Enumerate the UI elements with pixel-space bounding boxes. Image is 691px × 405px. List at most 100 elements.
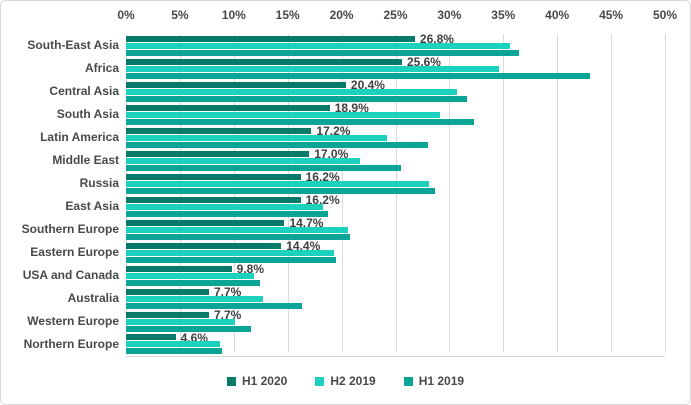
bar-h1-2020-central-asia [126,81,346,88]
bar-h1-2019-usa-and-canada [126,279,260,286]
bar-h1-2019-middle-east [126,164,401,171]
category-row-south-east-asia: 26.8% [126,32,665,57]
bar-h1-2019-northern-europe [126,348,222,355]
bar-h1-2020-east-asia [126,196,301,203]
bar-h2-2019-western-europe [126,318,235,325]
x-axis-tick-label: 10% [221,8,246,22]
x-axis: 0% 5% 10% 15% 20% 25% 30% 35% 40% 45% 50% [117,8,677,24]
category-row-east-asia: 16.2% [126,193,665,218]
bar-h1-2020-australia [126,288,209,295]
bar-h2-2019-south-east-asia [126,42,510,49]
x-axis-tick-label: 50% [652,8,678,22]
bar-h1-2019-australia [126,302,302,309]
bar-h2-2019-australia [126,295,263,302]
category-row-middle-east: 17.0% [126,147,665,172]
legend-item-h1-2020: H1 2020 [226,374,288,388]
category-label-eastern-europe: Eastern Europe [30,245,119,259]
bar-h2-2019-latin-america [126,134,387,141]
category-label-northern-europe: Northern Europe [23,336,119,351]
bar-h2-2019-russia [126,180,429,187]
gridline [611,34,613,352]
bar-h1-2019-central-asia [126,95,467,102]
legend-swatch-h1-2020 [226,376,236,386]
bar-rows: 26.8% 25.6% 20.4% 18.9% 17.2% 17.0% 16.2% 16.2%… [126,32,665,356]
bar-h1-2019-southern-europe [126,233,351,240]
bar-h1-2019-south-asia [126,118,475,125]
bar-h1-2020-southern-europe [126,219,285,226]
category-label-south-asia: South Asia [56,107,119,121]
bar-h2-2019-africa [126,65,499,72]
category-row-africa: 25.6% [126,55,665,80]
category-row-western-europe: 7.7% [126,308,665,333]
legend: H1 2020 H2 2019 H1 2019 [1,374,690,388]
x-axis-tick-label: 25% [383,8,408,22]
bar-h1-2020-south-asia [126,104,330,111]
bar-h2-2019-south-asia [126,111,440,118]
category-row-central-asia: 20.4% [126,78,665,103]
bar-h2-2019-usa-and-canada [126,272,255,279]
legend-swatch-h1-2019 [403,376,413,386]
category-label-south-east-asia: South-East Asia [27,38,119,52]
category-row-australia: 7.7% [126,285,665,310]
bar-h1-2020-africa [126,58,402,65]
category-labels: South-East Asia Africa Central Asia South A… [5,34,119,356]
bar-h1-2019-eastern-europe [126,256,337,263]
category-label-central-asia: Central Asia [49,84,119,98]
category-label-africa: Africa [84,61,119,75]
bar-h1-2019-latin-america [126,141,428,148]
bar-h1-2020-northern-europe [126,334,176,341]
legend-item-h1-2019: H1 2019 [403,374,465,388]
bar-h1-2019-western-europe [126,325,252,332]
bar-h1-2020-russia [126,173,301,180]
category-label-southern-europe: Southern Europe [21,222,119,236]
category-label-middle-east: Middle East [52,153,119,167]
category-label-russia: Russia [79,176,119,190]
bar-h2-2019-northern-europe [126,341,220,348]
category-row-eastern-europe: 14.4% [126,239,665,264]
plot-area: 26.8% 25.6% 20.4% 18.9% 17.2% 17.0% 16.2% 16.2%… [126,32,666,357]
category-row-southern-europe: 14.7% [126,216,665,241]
bar-h1-2020-south-east-asia [126,35,415,42]
x-axis-tick-label: 0% [117,8,135,22]
legend-swatch-h2-2019 [315,376,325,386]
bar-h1-2020-eastern-europe [126,242,282,249]
bar-h2-2019-east-asia [126,203,324,210]
category-label-usa-and-canada: USA and Canada [22,268,119,282]
category-label-latin-america: Latin America [40,130,119,144]
bar-h2-2019-southern-europe [126,226,349,233]
bar-h1-2020-latin-america [126,127,312,134]
bar-h1-2020-middle-east [126,150,310,157]
x-axis-tick-label: 20% [329,8,354,22]
category-row-northern-europe: 4.6% [126,331,665,356]
bar-h2-2019-eastern-europe [126,249,335,256]
category-label-western-europe: Western Europe [27,314,119,328]
legend-label-h1-2020: H1 2020 [241,374,288,388]
legend-label-h1-2019: H1 2019 [418,374,465,388]
category-row-russia: 16.2% [126,170,665,195]
bar-h2-2019-central-asia [126,88,457,95]
x-axis-tick-label: 45% [599,8,624,22]
category-row-south-asia: 18.9% [126,101,665,126]
gridline [557,34,559,352]
x-axis-tick-label: 35% [491,8,516,22]
x-axis-tick-label: 40% [545,8,570,22]
x-axis-tick-label: 15% [275,8,300,22]
gridline [665,34,666,352]
x-axis-tick-label: 5% [171,8,189,22]
bar-h1-2019-south-east-asia [126,49,520,56]
category-label-east-asia: East Asia [65,199,119,213]
bar-h1-2019-russia [126,187,436,194]
bar-h1-2020-usa-and-canada [126,265,232,272]
legend-label-h2-2019: H2 2019 [330,374,376,388]
gridline [503,34,505,352]
bar-h1-2019-africa [126,72,590,79]
bar-h1-2020-western-europe [126,311,209,318]
category-row-usa-and-canada: 9.8% [126,262,665,287]
bar-h2-2019-middle-east [126,157,360,164]
x-axis-tick-label: 30% [437,8,462,22]
gridline [449,34,451,352]
legend-item-h2-2019: H2 2019 [315,374,376,388]
category-row-latin-america: 17.2% [126,124,665,149]
bar-h1-2019-east-asia [126,210,328,217]
